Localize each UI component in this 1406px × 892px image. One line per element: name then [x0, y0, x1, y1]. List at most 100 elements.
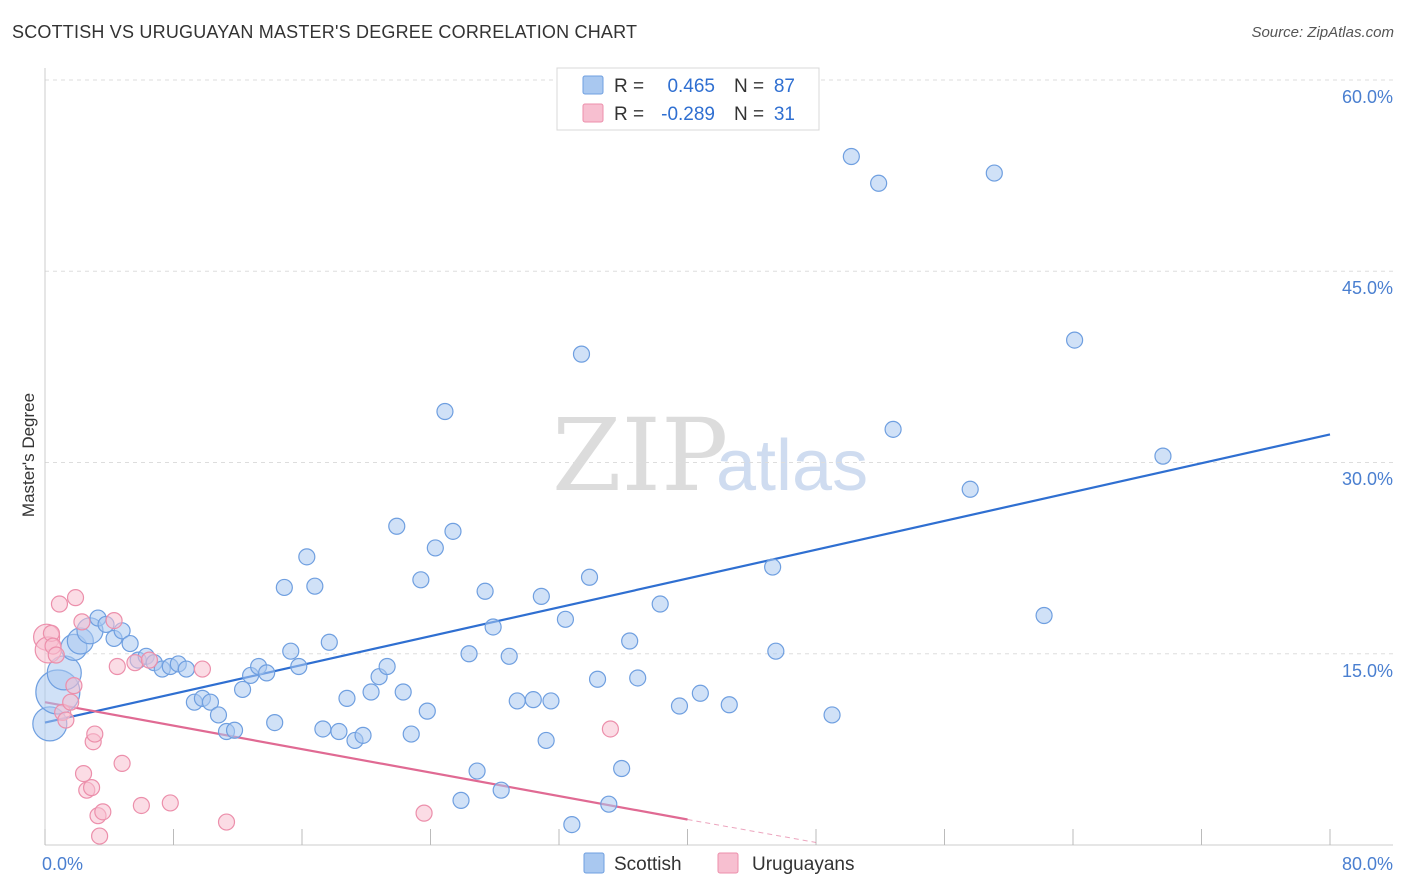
legend-n-value-2: 31 [774, 104, 795, 125]
scottish-point [290, 657, 308, 676]
scottish-point [588, 670, 607, 688]
y-axis-label: Master's Degree [19, 393, 38, 517]
legend-swatch-uruguayan [582, 103, 604, 123]
scottish-point [388, 517, 406, 535]
scottish-point [320, 633, 338, 651]
uruguayan-point [91, 827, 109, 845]
uruguayan-point [217, 813, 236, 831]
uruguayan-point [47, 646, 65, 664]
scottish-point [476, 582, 494, 600]
uruguayan-point [94, 803, 112, 821]
uruguayan-point [86, 725, 104, 743]
scottish-point [764, 558, 782, 576]
uruguayan-trend-extension [687, 819, 817, 843]
uruguayan-point [161, 794, 179, 812]
scottish-point [426, 539, 444, 557]
scottish-point [492, 781, 510, 799]
scottish-point [177, 660, 195, 678]
uruguayan-point [108, 657, 126, 676]
y-tick-label-60: 60.0% [1342, 87, 1393, 107]
uruguayan-point [62, 693, 80, 711]
scottish-point [201, 693, 220, 711]
scottish-point [460, 645, 478, 663]
scottish-point [720, 696, 738, 714]
scottish-point [275, 578, 293, 597]
uruguayan-point [140, 651, 159, 669]
scottish-point [572, 345, 591, 363]
scottish-point [961, 480, 979, 498]
scottish-point [613, 759, 631, 778]
scottish-point [121, 634, 139, 653]
scottish-point [338, 689, 356, 707]
series-legend-swatch-uruguayan [717, 852, 739, 874]
scottish-point [556, 610, 575, 628]
legend-r-value-2: -0.289 [661, 104, 715, 125]
x-tick-label-min: 0.0% [42, 854, 83, 874]
y-tick-label-45: 45.0% [1342, 278, 1393, 298]
scottish-point [823, 706, 841, 724]
uruguayan-point [105, 611, 123, 630]
scottish-point [436, 402, 454, 421]
x-tick-label-max: 80.0% [1342, 854, 1393, 874]
series-legend: Scottish Uruguayans [583, 852, 854, 875]
scottish-point [378, 657, 396, 676]
uruguayan-trend-line [44, 701, 688, 821]
y-tick-label-15: 15.0% [1342, 661, 1393, 681]
legend-r-value-1: 0.465 [667, 76, 715, 97]
uruguayan-point [57, 711, 75, 729]
scottish-point [225, 721, 244, 739]
scottish-point [670, 697, 689, 715]
scottish-point [1066, 331, 1084, 349]
scottish-point [767, 642, 785, 660]
scottish-point [842, 147, 860, 166]
scottish-point [580, 568, 599, 586]
scottish-point [394, 683, 412, 701]
uruguayan-point [193, 660, 212, 678]
uruguayan-point [601, 720, 620, 738]
watermark-atlas: atlas [716, 426, 868, 506]
scottish-point [266, 713, 284, 732]
data-points [32, 147, 1172, 845]
scottish-point [282, 642, 300, 660]
scottish-point [524, 691, 542, 709]
legend-n-value-1: 87 [774, 76, 795, 97]
watermark-zip: ZIP [552, 397, 728, 514]
legend-n-label-1: N = [734, 76, 764, 97]
scottish-point [354, 726, 372, 744]
scottish-point [314, 720, 332, 738]
scottish-point [500, 647, 518, 665]
scottish-point [233, 680, 252, 699]
scottish-point [985, 164, 1003, 182]
uruguayan-point [50, 595, 69, 613]
y-tick-label-30: 30.0% [1342, 469, 1393, 489]
scottish-point [209, 706, 228, 724]
scottish-point [870, 174, 888, 192]
scottish-point [537, 731, 555, 750]
uruguayan-point [132, 796, 150, 815]
scottish-point [691, 684, 709, 702]
scottish-point [532, 587, 550, 605]
scottish-point [412, 571, 430, 589]
scottish-point [258, 664, 276, 682]
scottish-point [306, 577, 324, 595]
grid-lines [45, 79, 1393, 655]
uruguayan-point [113, 754, 131, 773]
scottish-point [298, 548, 316, 566]
uruguayan-point [66, 589, 85, 607]
scottish-point [629, 669, 647, 687]
source-label: Source: ZipAtlas.com [1251, 24, 1394, 41]
chart-title: SCOTTISH VS URUGUAYAN MASTER'S DEGREE CO… [12, 22, 638, 42]
scottish-point [402, 725, 420, 743]
uruguayan-point [415, 804, 433, 822]
legend-swatch-scottish [582, 75, 604, 95]
uruguayan-point [73, 613, 91, 631]
scottish-point [621, 632, 639, 650]
legend-n-label-2: N = [734, 104, 764, 125]
scottish-point [1035, 606, 1053, 625]
scottish-point [651, 595, 669, 613]
scottish-point [330, 722, 348, 741]
legend-r-label-1: R = [614, 76, 644, 97]
scottish-point [884, 420, 902, 438]
stats-legend: R = 0.465 N = 87 R = -0.289 N = 31 [556, 67, 820, 131]
